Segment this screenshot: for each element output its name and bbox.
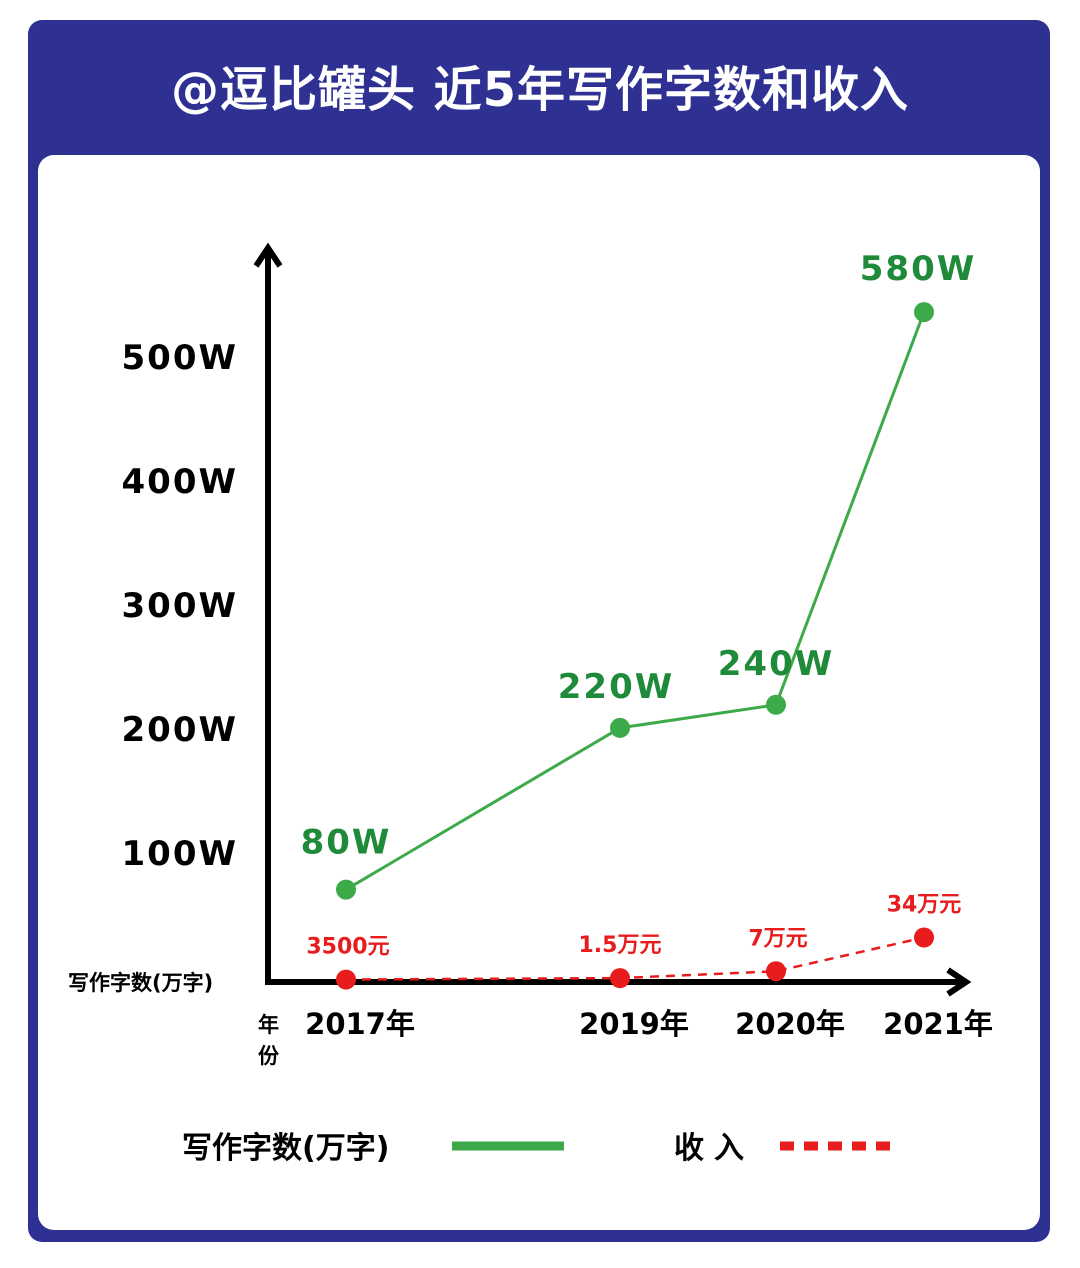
x-tick-label: 2021年 [883, 1007, 993, 1041]
words-data-label: 580W [860, 249, 976, 289]
income-data-label: 3500元 [306, 935, 389, 960]
x-axis-label-char-2: 份 [258, 1044, 280, 1068]
x-tick-label: 2017年 [305, 1007, 415, 1041]
chart-panel [38, 155, 1040, 1230]
y-axis-arrow-icon [253, 242, 283, 268]
x-axis-arrow-icon [946, 967, 972, 997]
x-tick-label: 2020年 [735, 1007, 845, 1041]
chart-axes [253, 242, 972, 997]
income-point [610, 968, 630, 989]
y-tick-label: 500W [122, 338, 238, 378]
x-axis-label-char-1: 年 [258, 1013, 279, 1037]
income-point [336, 969, 356, 990]
y-tick-label: 400W [122, 462, 238, 502]
words-point [766, 694, 786, 715]
words-data-label: 80W [301, 823, 392, 863]
words-point [914, 302, 934, 323]
y-axis-label: 写作字数(万字) [68, 971, 213, 995]
page-title: @逗比罐头 近5年写作字数和收入 [170, 62, 910, 118]
legend-words-label: 写作字数(万字) [182, 1131, 389, 1166]
legend: 写作字数(万字) 收入 [182, 1131, 896, 1166]
income-data-label: 34万元 [887, 893, 962, 918]
series-words: 80W 220W 240W 580W [301, 249, 976, 900]
words-line [345, 311, 926, 891]
words-data-label: 240W [718, 644, 834, 684]
y-tick-label: 200W [122, 710, 238, 750]
x-tick-labels: 2017年 2019年 2020年 2021年 [305, 1007, 993, 1041]
legend-income-label: 收入 [674, 1131, 754, 1166]
series-income: 3500元 1.5万元 7万元 34万元 [306, 893, 961, 990]
y-tick-labels: 100W 200W 300W 400W 500W [122, 338, 238, 874]
y-tick-label: 300W [122, 586, 238, 626]
words-point [610, 717, 630, 738]
income-data-label: 1.5万元 [579, 933, 662, 958]
income-point [914, 927, 934, 948]
words-data-label: 220W [558, 667, 674, 707]
income-data-label: 7万元 [748, 926, 807, 951]
y-tick-label: 100W [122, 834, 238, 874]
x-tick-label: 2019年 [579, 1007, 689, 1041]
income-point [766, 961, 786, 982]
words-point [336, 879, 356, 900]
income-line [345, 936, 925, 981]
